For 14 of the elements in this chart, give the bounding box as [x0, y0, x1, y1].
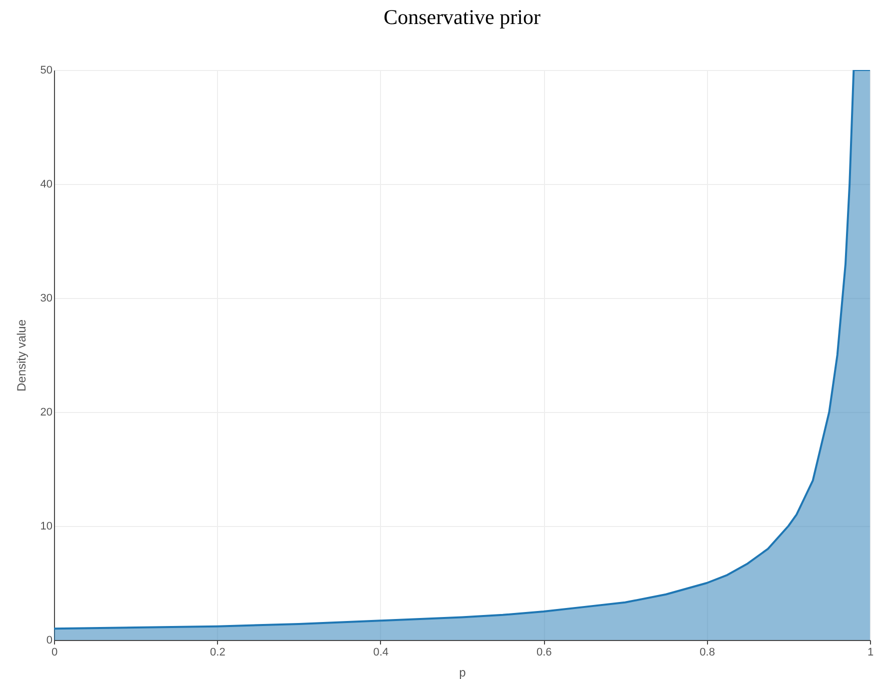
x-axis-title: p [459, 666, 466, 679]
x-tick-label: 0.2 [210, 646, 226, 658]
y-tick-label: 10 [40, 520, 52, 532]
x-tick-label: 0.4 [373, 646, 389, 658]
chart-title: Conservative prior [384, 5, 540, 29]
y-tick-label: 20 [40, 406, 52, 418]
y-tick-label: 40 [40, 178, 52, 190]
y-tick-label: 50 [40, 64, 52, 76]
x-tick-label: 0.8 [700, 646, 715, 658]
y-axis-title: Density value [14, 319, 28, 392]
y-tick-label: 30 [40, 292, 52, 304]
y-tick-label: 0 [46, 634, 52, 646]
x-tick-label: 0.6 [536, 646, 552, 658]
x-tick-label: 1 [867, 646, 874, 658]
